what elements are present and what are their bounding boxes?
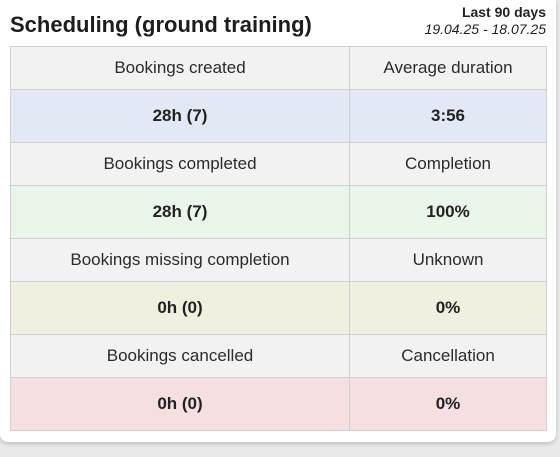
completion-label: Completion: [349, 142, 547, 186]
unknown-label: Unknown: [349, 238, 547, 282]
period-label: Last 90 days: [461, 4, 546, 20]
bookings-cancelled-value: 0h (0): [10, 377, 350, 431]
cancellation-value: 0%: [349, 377, 547, 431]
table-row: 28h (7) 100%: [10, 185, 547, 239]
bookings-created-value: 28h (7): [10, 89, 350, 143]
table-row: Bookings completed Completion: [10, 142, 547, 186]
bookings-cancelled-label: Bookings cancelled: [10, 334, 350, 378]
bookings-missing-completion-value: 0h (0): [10, 281, 350, 335]
scheduling-widget: Scheduling (ground training) Last 90 day…: [0, 0, 556, 442]
average-duration-value: 3:56: [349, 89, 547, 143]
bookings-created-label: Bookings created: [10, 46, 350, 90]
unknown-value: 0%: [349, 281, 547, 335]
bookings-completed-value: 28h (7): [10, 185, 350, 239]
period-range: 19.04.25 - 18.07.25: [424, 21, 546, 37]
widget-title: Scheduling (ground training): [10, 12, 312, 37]
widget-header: Scheduling (ground training) Last 90 day…: [0, 0, 556, 46]
table-row: Bookings missing completion Unknown: [10, 238, 547, 282]
stats-table: Bookings created Average duration 28h (7…: [10, 46, 547, 431]
table-row: Bookings created Average duration: [10, 46, 547, 90]
table-row: Bookings cancelled Cancellation: [10, 334, 547, 378]
table-row: 28h (7) 3:56: [10, 89, 547, 143]
cancellation-label: Cancellation: [349, 334, 547, 378]
table-row: 0h (0) 0%: [10, 377, 547, 431]
bookings-completed-label: Bookings completed: [10, 142, 350, 186]
average-duration-label: Average duration: [349, 46, 547, 90]
period-info: Last 90 days 19.04.25 - 18.07.25: [425, 4, 546, 38]
completion-value: 100%: [349, 185, 547, 239]
bookings-missing-completion-label: Bookings missing completion: [10, 238, 350, 282]
table-row: 0h (0) 0%: [10, 281, 547, 335]
